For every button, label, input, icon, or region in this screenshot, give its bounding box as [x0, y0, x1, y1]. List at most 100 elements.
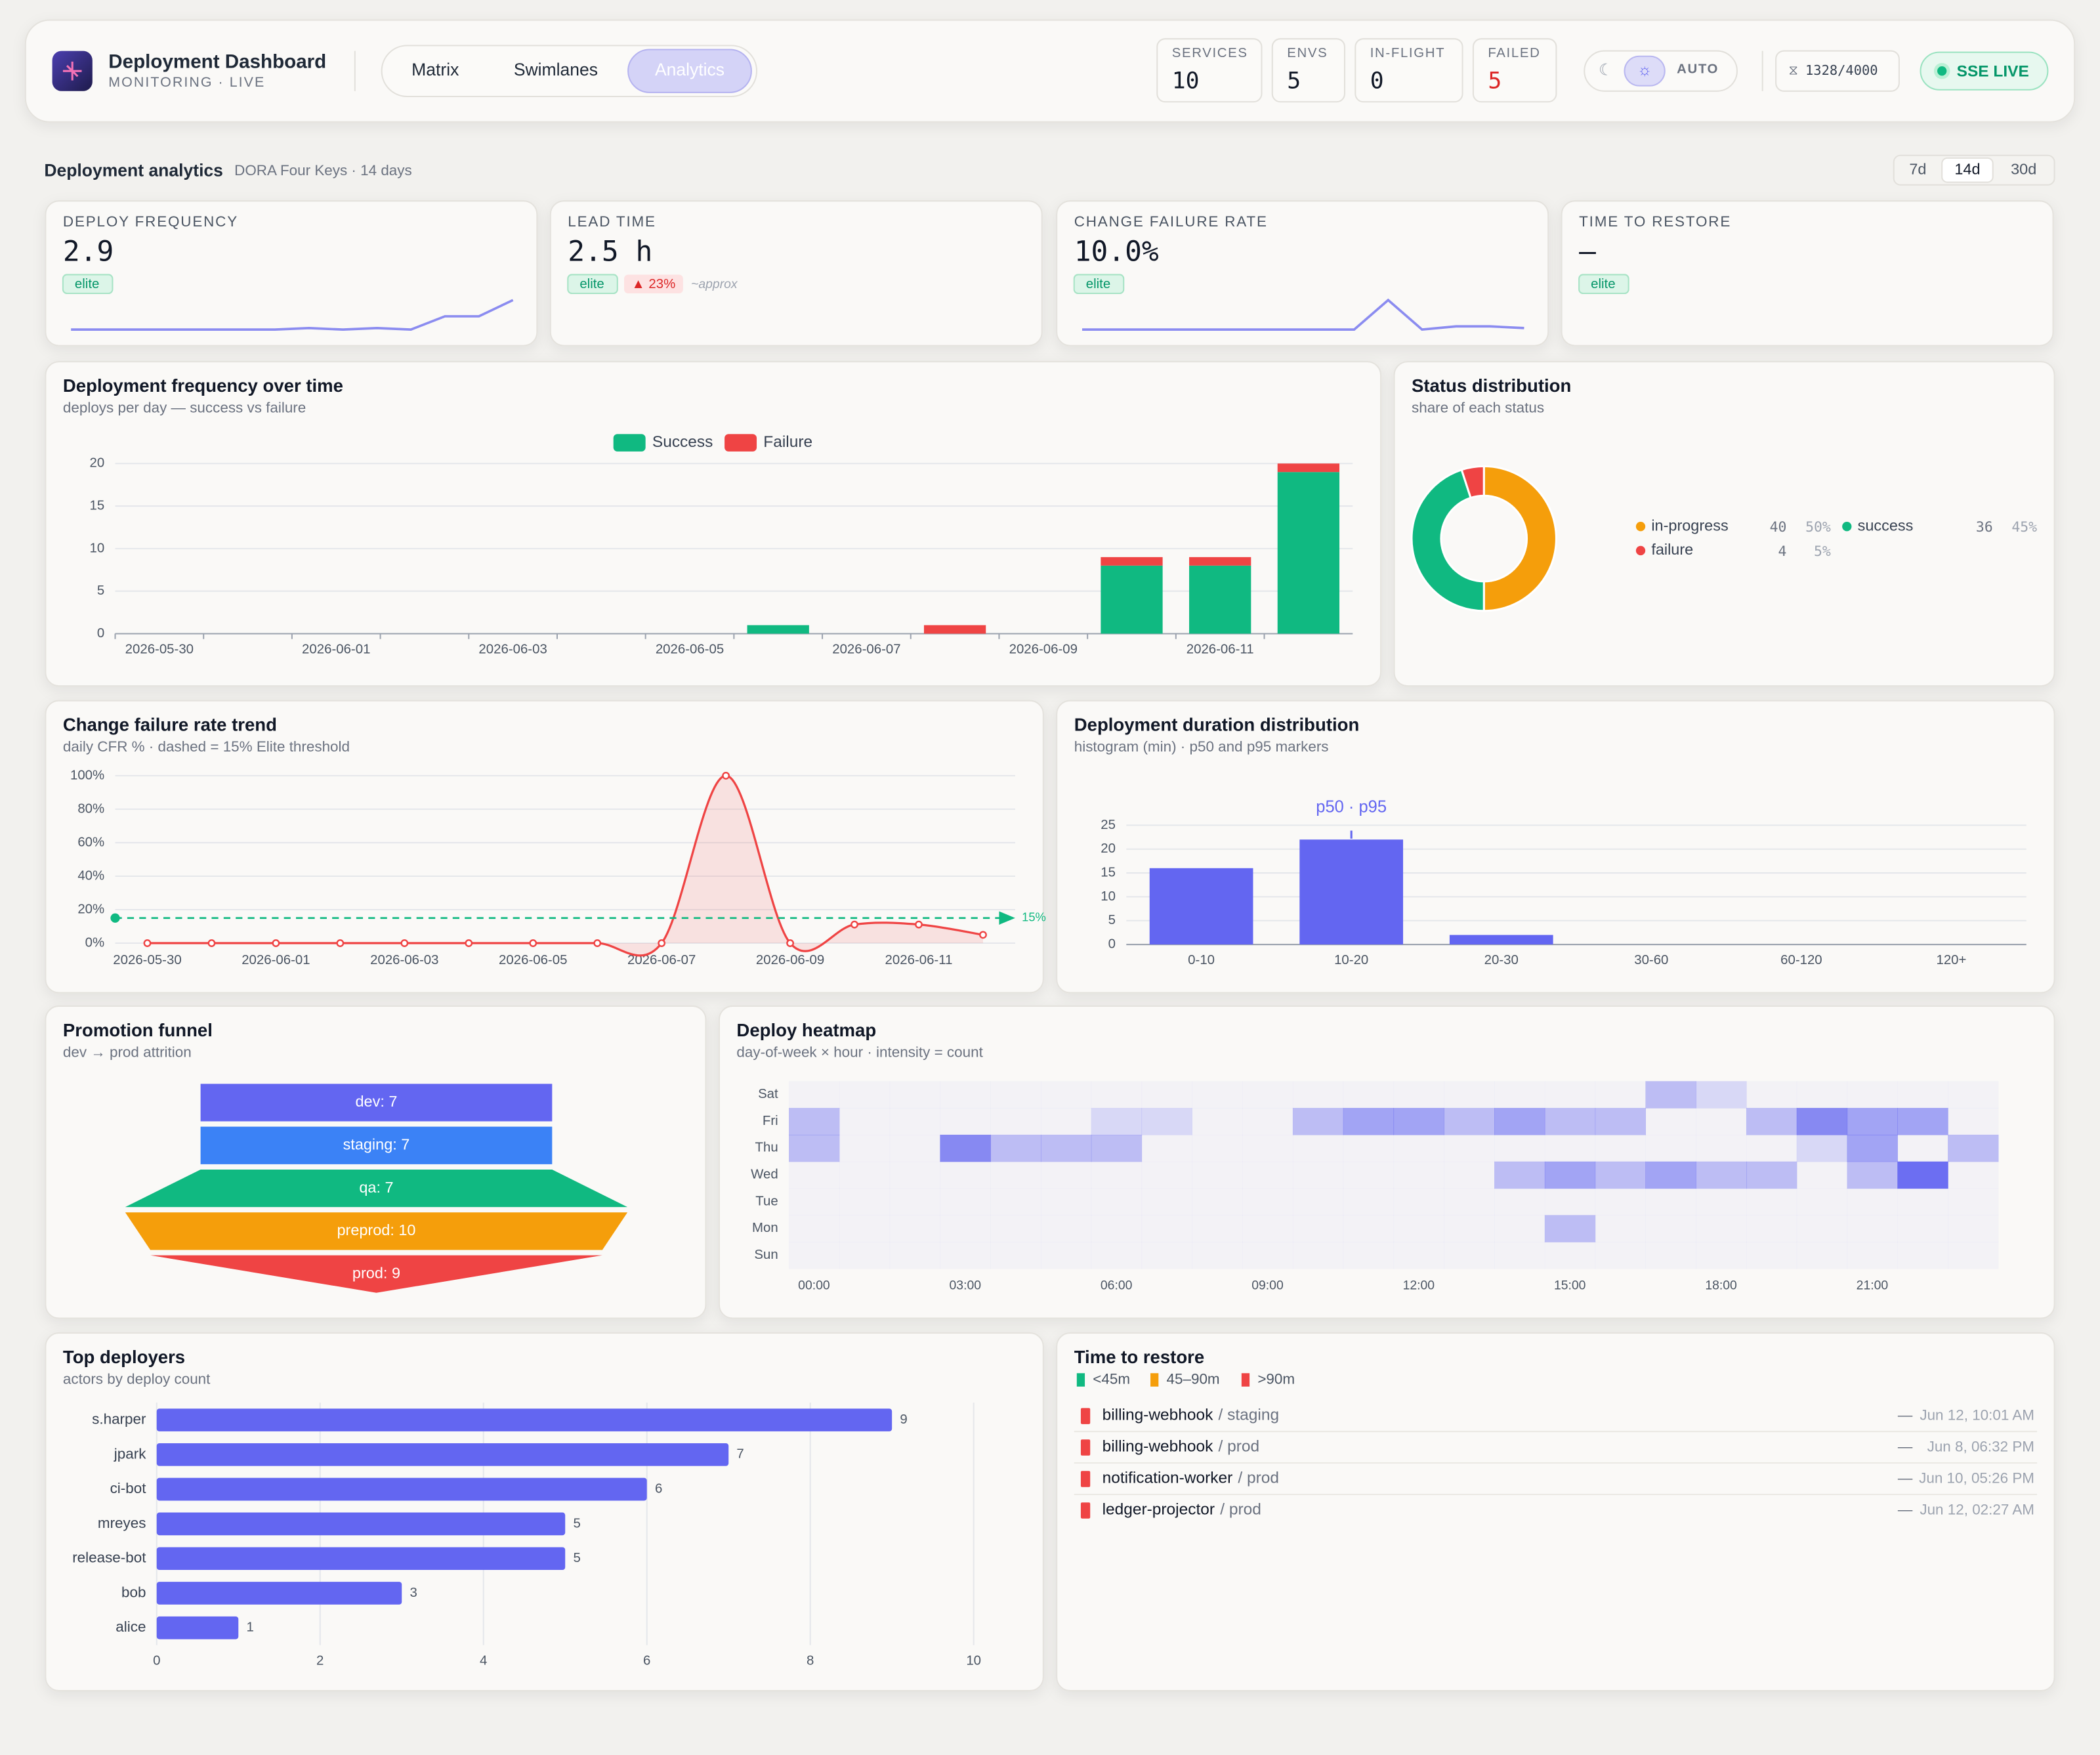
heat-cell — [1393, 1161, 1444, 1189]
bar-segment — [1189, 565, 1251, 634]
badge-bg — [1073, 274, 1125, 295]
heat-cell — [1494, 1108, 1545, 1135]
range-button[interactable]: 7d — [1909, 160, 1926, 177]
heat-cell — [1040, 1215, 1092, 1242]
tab[interactable]: Swimlanes — [514, 60, 598, 79]
tab[interactable]: Matrix — [411, 60, 459, 79]
tab[interactable]: Analytics — [655, 60, 724, 79]
heat-cell — [1645, 1242, 1696, 1269]
heat-cell — [1292, 1188, 1344, 1216]
bucket-swatch — [1080, 1471, 1091, 1487]
line-point — [658, 939, 666, 947]
y-tick-label: 10 — [89, 541, 104, 555]
heat-cell — [889, 1108, 941, 1135]
heat-cell — [1444, 1134, 1495, 1162]
heat-cell — [1746, 1081, 1797, 1109]
chart-title: Deployment frequency over time — [63, 375, 343, 396]
live-pill — [1920, 51, 2049, 91]
heat-cell — [1292, 1161, 1344, 1189]
env: / prod — [1220, 1501, 1261, 1519]
heat-cell — [1444, 1242, 1495, 1269]
heat-cell — [1292, 1242, 1344, 1269]
heat-cell — [1847, 1081, 1898, 1109]
heat-cell — [1948, 1215, 1999, 1242]
tab-active-bg — [627, 49, 752, 93]
legend-label: >90m — [1257, 1370, 1295, 1387]
heat-cell — [1595, 1108, 1647, 1135]
budget: 1328/4000 — [1805, 62, 1878, 78]
heat-cell — [990, 1242, 1041, 1269]
heat-cell — [1141, 1161, 1192, 1189]
line-point — [336, 939, 345, 947]
range-button[interactable]: 14d — [1954, 160, 1980, 177]
x-tick-label: 2026-05-30 — [113, 953, 181, 967]
badge-bg — [1578, 274, 1629, 295]
kpi-badge: elite — [75, 277, 99, 291]
line-point — [465, 939, 473, 947]
heat-cell — [789, 1188, 840, 1216]
chart-subtitle: dev → prod attrition — [63, 1044, 192, 1060]
legend-dot — [1635, 545, 1646, 556]
heat-cell — [889, 1134, 941, 1162]
stat-box — [1472, 38, 1557, 103]
heat-cell — [1645, 1081, 1696, 1109]
heat-cell — [1040, 1108, 1092, 1135]
value-label: 6 — [655, 1481, 662, 1496]
bar — [156, 1408, 892, 1431]
stat-label: ENVS — [1287, 46, 1328, 60]
legend-count: 36 — [1976, 519, 1993, 536]
chart-title: Deploy heatmap — [736, 1020, 876, 1040]
heat-cell — [990, 1134, 1041, 1162]
stat-value: 5 — [1287, 68, 1301, 95]
panel — [45, 361, 1382, 687]
heat-cell — [1091, 1188, 1143, 1216]
funnel-stage — [200, 1084, 553, 1122]
duration: — — [1898, 1470, 1913, 1486]
y-tick-label: 5 — [97, 583, 104, 598]
heat-cell — [1040, 1161, 1092, 1189]
timestamp: Jun 8, 06:32 PM — [1927, 1438, 2034, 1454]
heat-cell — [1343, 1134, 1395, 1162]
heat-cell — [1897, 1188, 1948, 1216]
bar-segment — [1101, 565, 1163, 634]
heat-cell — [1494, 1134, 1545, 1162]
bucket-swatch — [1080, 1439, 1091, 1456]
x-tick-label: 2 — [316, 1654, 324, 1668]
service: ledger-projector — [1102, 1501, 1215, 1519]
heat-cell — [1242, 1134, 1293, 1162]
stats: SERVICES 10 ENVS 5 IN-FLIGHT 0 FAILED 5 — [1156, 38, 1557, 103]
value-label: 5 — [573, 1551, 580, 1565]
heat-cell — [990, 1188, 1041, 1216]
range-button[interactable]: 30d — [2011, 160, 2036, 177]
x-tick-label: 120+ — [1936, 953, 1966, 967]
heat-cell — [1645, 1134, 1696, 1162]
heat-cell — [839, 1161, 891, 1189]
heat-cell — [1091, 1081, 1143, 1109]
heat-cell — [1494, 1161, 1545, 1189]
section-subtitle: DORA Four Keys · 14 days — [234, 162, 412, 179]
heat-cell — [1847, 1134, 1898, 1162]
x-tick-label: 06:00 — [1101, 1279, 1133, 1293]
heat-cell — [1343, 1242, 1395, 1269]
heat-cell — [1141, 1215, 1192, 1242]
line-point — [593, 939, 602, 947]
heat-cell — [1696, 1242, 1747, 1269]
bar — [156, 1443, 729, 1466]
heat-cell — [1595, 1242, 1647, 1269]
heat-cell — [1494, 1215, 1545, 1242]
bucket-swatch — [1080, 1502, 1091, 1519]
kpi-card — [549, 200, 1043, 347]
heat-cell — [1746, 1108, 1797, 1135]
legend-label: 45–90m — [1167, 1370, 1220, 1387]
kpi-value: 10.0% — [1074, 235, 1159, 268]
heat-cell — [1847, 1242, 1898, 1269]
kpi-note: ~approx — [691, 277, 738, 291]
heat-cell — [1343, 1161, 1395, 1189]
bar — [156, 1547, 566, 1571]
heat-cell — [940, 1215, 991, 1242]
line-point — [915, 920, 923, 929]
heat-cell — [1242, 1242, 1293, 1269]
x-tick-label: 21:00 — [1857, 1279, 1889, 1293]
heat-cell — [1292, 1134, 1344, 1162]
